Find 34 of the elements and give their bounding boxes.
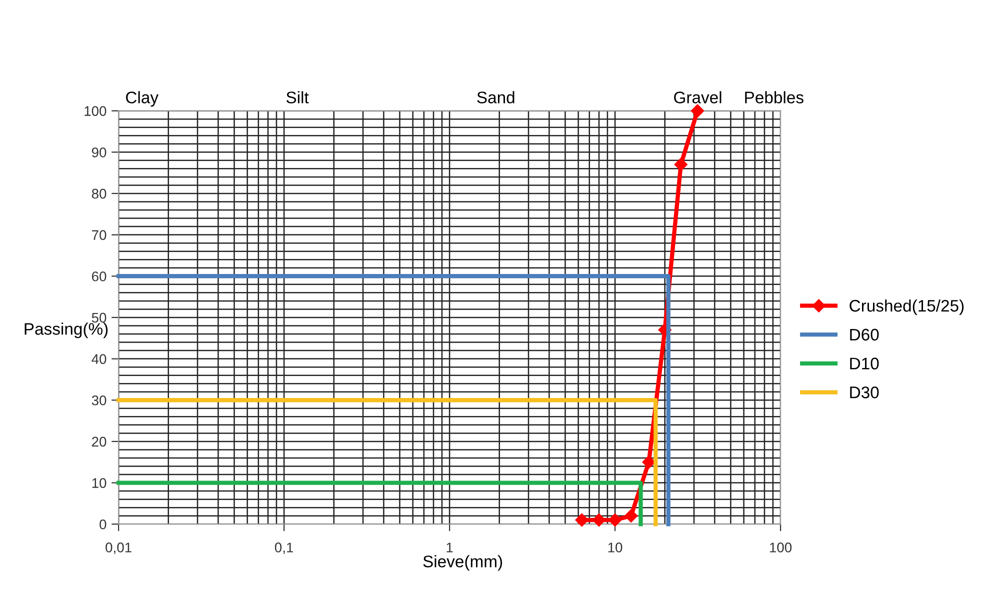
point — [624, 509, 638, 522]
x-axis-title: Sieve(mm) — [423, 555, 502, 571]
y-tick-label: 10 — [92, 478, 106, 488]
y-tick-label: 40 — [92, 354, 106, 364]
text: Sand — [477, 91, 514, 104]
y-tick-label: 70 — [92, 230, 106, 240]
point — [592, 513, 606, 527]
y-axis-title: Passing(%) — [24, 322, 108, 338]
point — [608, 513, 622, 527]
y-tick-label: 100 — [84, 106, 106, 116]
text: Silt — [286, 91, 309, 104]
y-tick-label: 50 — [92, 312, 106, 323]
y-tick-label: 60 — [92, 271, 106, 282]
point — [575, 513, 588, 527]
legend-label: D60 — [850, 328, 879, 341]
legend-label: Crushed(15/25) — [850, 299, 964, 315]
point — [642, 456, 656, 469]
y-tick-label: 80 — [92, 188, 106, 199]
x-tick-label: 10 — [608, 542, 622, 552]
x-tick-label: 0,1 — [274, 542, 294, 554]
x-tick-label: 1 — [446, 542, 453, 552]
y-tick-label: 0 — [100, 519, 106, 530]
legend-label: D10 — [850, 358, 879, 370]
x-tick-label: 0,01 — [106, 542, 132, 554]
point — [674, 158, 688, 172]
y-tick-label: 20 — [92, 436, 106, 447]
text: Gravel — [674, 91, 722, 104]
x-tick-label: 100 — [770, 542, 792, 552]
y-tick-label: 90 — [92, 147, 106, 158]
legend-label: D30 — [850, 386, 879, 398]
y-tick-label: 30 — [92, 395, 106, 406]
point — [690, 104, 704, 118]
text: Pebbles — [745, 91, 804, 104]
text: Clay — [126, 91, 158, 107]
